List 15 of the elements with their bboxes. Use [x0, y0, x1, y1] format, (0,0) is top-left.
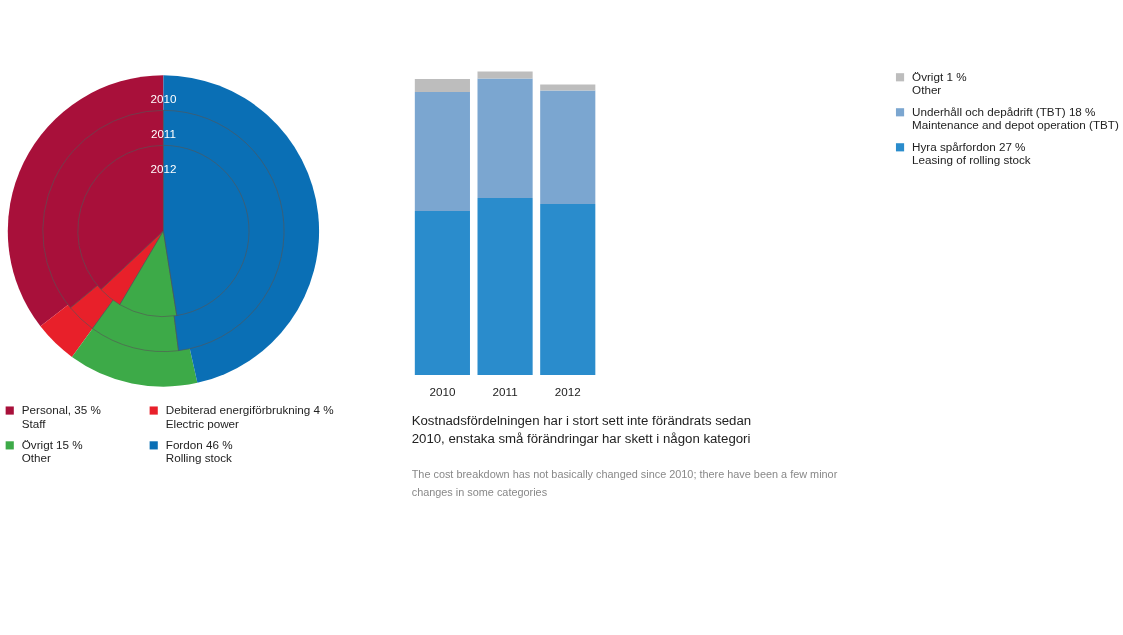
- text: The cost breakdown has not basically changed since 2010; there have been a few minor changes in some categories: [411, 468, 838, 498]
- text: Kostnadsfördelningen har i stort sett inte förändrats sedan 2010, enstaka små förändringar har skett i någon kategori: [411, 412, 752, 447]
- slice-label: 2011: [150, 126, 176, 140]
- x-tick-label: 2010: [429, 384, 456, 398]
- legend-label: Fordon 46 % Rolling stock: [165, 438, 233, 465]
- slice-label: 2012: [150, 161, 177, 175]
- legend-label: Personal, 35 % Staff: [21, 403, 101, 430]
- x-tick-label: 2011: [492, 384, 518, 398]
- legend-label: Hyra spårfordon 27 % Leasing of rolling stock: [912, 140, 1031, 167]
- legend-label: Övrigt 1 % Other: [912, 70, 967, 97]
- legend-label: Övrigt 15 % Other: [21, 438, 83, 465]
- x-tick-label: 2012: [554, 384, 581, 398]
- legend-label: Debiterad energiförbrukning 4 % Electric power: [165, 403, 334, 430]
- legend-label: Underhåll och depådrift (TBT) 18 % Maintenance and depot operation (TBT): [912, 105, 1119, 132]
- slice-label: 2010: [150, 91, 177, 105]
